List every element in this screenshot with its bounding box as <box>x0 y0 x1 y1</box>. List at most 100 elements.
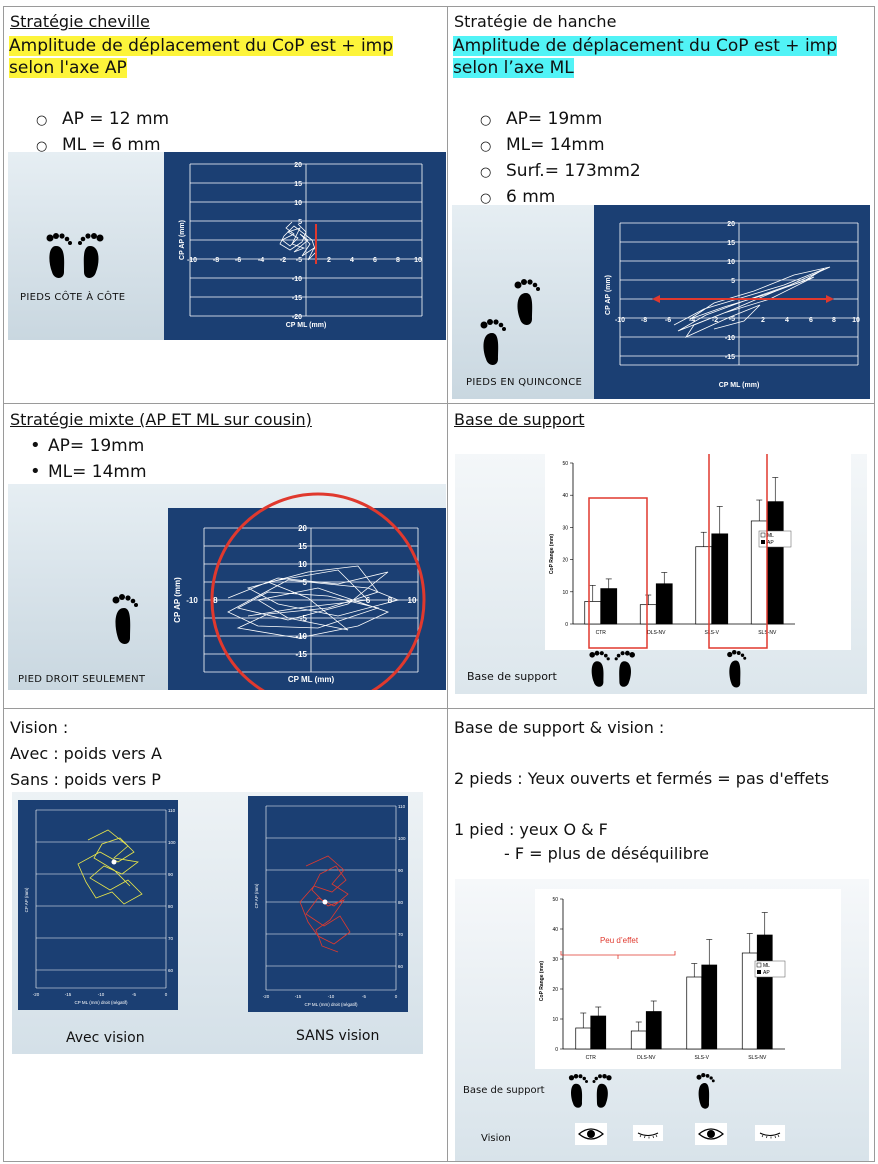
x-axis-label: CP ML (mm) droit (négatif) <box>74 1000 128 1005</box>
y-tick: -5 <box>296 257 302 264</box>
x-tick: 10 <box>414 257 422 264</box>
x-tick: 0 <box>165 992 168 997</box>
legend-label-ml: ML <box>767 533 774 539</box>
y-tick: 80 <box>398 900 404 905</box>
cell-vision: Vision : Avec : poids vers A Sans : poid… <box>3 708 448 1162</box>
y-tick-label: 50 <box>552 897 558 903</box>
closed-eye-icon <box>755 1125 785 1141</box>
image-panel: PIED DROIT SEULEMENT 20 15 10 5 -5 -10 -… <box>8 484 446 690</box>
x-tick: 0 <box>395 994 398 999</box>
x-axis-label: CP ML (mm) <box>286 322 327 329</box>
x-tick: -8 <box>210 596 218 605</box>
single-foot-icon <box>727 650 747 688</box>
panel-label: PIEDS CÔTE À CÔTE <box>20 292 126 303</box>
y-tick-label: 0 <box>555 1047 558 1053</box>
bar-ap <box>766 501 784 625</box>
legend-box <box>754 960 786 978</box>
bar-ap <box>645 1011 662 1050</box>
y-tick: -20 <box>292 314 302 321</box>
red-circle-overlay <box>210 492 426 690</box>
closed-eye-icon <box>633 1125 663 1141</box>
x-tick: 10 <box>408 596 417 605</box>
one-foot-line: 1 pied : yeux O & F <box>454 820 608 839</box>
x-tick: 6 <box>366 596 371 605</box>
y-tick: 5 <box>303 578 308 587</box>
x-tick: -10 <box>328 994 335 999</box>
y-axis-label: CoP Range (mm) <box>549 534 555 575</box>
cop-mean-dot <box>322 899 328 905</box>
legend-label-ml: ML <box>763 963 770 969</box>
y-tick: 70 <box>398 932 404 937</box>
y-tick: 60 <box>168 968 174 973</box>
x-tick-label: SLS-NV <box>748 1055 767 1061</box>
y-tick-label: 10 <box>552 1017 558 1023</box>
bar-ml <box>584 601 602 625</box>
x-tick-label: CTR <box>586 1055 597 1061</box>
x-tick: 2 <box>761 317 765 324</box>
y-tick: 100 <box>168 840 176 845</box>
x-tick: 4 <box>350 257 354 264</box>
legend-label-ap: AP <box>763 970 770 976</box>
x-axis-label: CP ML (mm) droit (négatif) <box>304 1002 358 1007</box>
y-tick: -10 <box>295 632 307 641</box>
y-tick: 10 <box>298 560 307 569</box>
y-tick-label: 10 <box>562 590 568 596</box>
legend-swatch-ml <box>756 962 762 968</box>
y-tick-label: 20 <box>552 987 558 993</box>
x-tick: -15 <box>295 994 302 999</box>
cell-title: Stratégie cheville <box>10 12 150 31</box>
y-tick: 5 <box>731 278 735 285</box>
bar-ap <box>756 934 773 1050</box>
legend-swatch-ap <box>757 970 761 974</box>
staggered-feet-icon <box>480 279 540 365</box>
x-tick-label: SLS-V <box>705 630 720 636</box>
x-tick: 6 <box>809 317 813 324</box>
y-tick: 110 <box>168 808 176 813</box>
y-tick: 20 <box>727 221 735 228</box>
row-label-support: Base de support <box>463 1085 545 1096</box>
vision-with-line: Avec : poids vers A <box>10 744 162 763</box>
cop-plot-mixed: 20 15 10 5 -5 -10 -15 -10 -8 6 8 10 CP A… <box>168 508 446 690</box>
x-tick: -10 <box>615 317 625 324</box>
x-tick: -10 <box>187 257 197 264</box>
x-tick: 2 <box>327 257 331 264</box>
x-tick: -2 <box>712 317 718 324</box>
arrow-head-right <box>826 295 834 303</box>
y-tick: 15 <box>298 542 307 551</box>
y-tick: -15 <box>295 650 307 659</box>
y-tick-label: 0 <box>565 622 568 628</box>
image-panel: 0 10 20 30 40 50 CTR DLS-NV SLS-V SLS-NV ML AP Co… <box>455 454 867 694</box>
y-tick: 20 <box>294 162 302 169</box>
annotation-bracket <box>560 951 676 959</box>
image-panel: PIEDS CÔTE À CÔTE 20 15 10 5 -5 -10 -15 … <box>8 152 446 340</box>
y-tick: -15 <box>292 295 302 302</box>
y-axis-label: CP AP (mm) <box>173 577 182 623</box>
metric-item: ML= 14mm <box>480 133 641 159</box>
left-caption: Avec vision <box>66 1030 145 1046</box>
bar-ap <box>655 583 673 625</box>
two-feet-line: 2 pieds : Yeux ouverts et fermés = pas d… <box>454 769 830 788</box>
y-tick: 60 <box>398 964 404 969</box>
bar-ml <box>575 1027 592 1050</box>
x-tick: 4 <box>785 317 789 324</box>
x-tick-label: CTR <box>596 630 607 636</box>
metric-item: AP= 19mm <box>480 107 641 133</box>
y-axis-label: CoP Range (mm) <box>539 961 545 1002</box>
y-tick: 10 <box>727 259 735 266</box>
y-tick: 10 <box>294 200 302 207</box>
two-feet-icon <box>568 1074 612 1108</box>
metric-list: AP= 19mm ML= 14mm Surf.= 173mm2 6 mm <box>480 107 641 211</box>
two-feet-icon <box>589 650 635 687</box>
cell-ankle-strategy: Stratégie cheville Amplitude de déplacem… <box>3 6 448 404</box>
bar-ap <box>590 1015 607 1050</box>
y-tick: 5 <box>298 219 302 226</box>
x-tick: -8 <box>213 257 219 264</box>
highlight-line-2: selon l’axe ML <box>453 58 574 78</box>
single-foot-icon <box>696 1073 715 1109</box>
cell-title: Base de support & vision : <box>454 718 665 737</box>
cop-trace <box>673 266 831 338</box>
y-axis-label: CP AP (mm) <box>605 275 612 315</box>
arrow-head-left <box>652 295 660 303</box>
